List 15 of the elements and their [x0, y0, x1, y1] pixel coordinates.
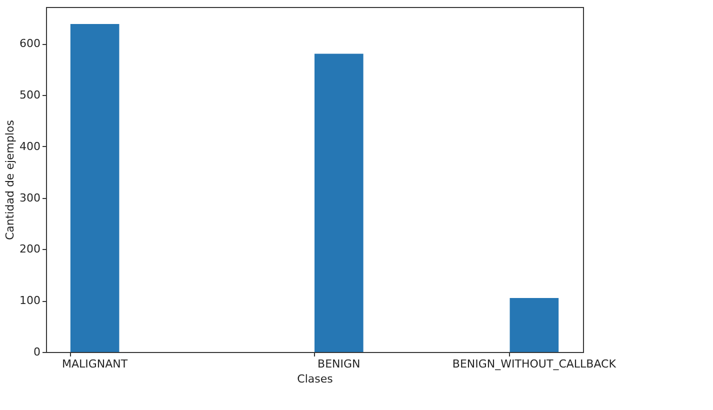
y-tick-label: 400 — [20, 140, 40, 153]
y-tick-label: 0 — [34, 346, 40, 358]
y-tick-label: 100 — [20, 294, 40, 308]
x-axis-title: Clases — [297, 372, 334, 386]
y-tick-label: 600 — [20, 37, 40, 50]
bar — [510, 298, 559, 352]
x-tick-label: MALIGNANT — [62, 358, 128, 370]
y-tick-label: 500 — [20, 88, 40, 102]
bar — [70, 24, 120, 352]
y-axis-title: Cantidad de ejemplos — [4, 120, 17, 240]
x-tick-label: BENIGN — [318, 358, 360, 370]
bar — [314, 54, 364, 352]
y-tick-label: 300 — [20, 191, 40, 204]
x-tick-label: BENIGN_WITHOUT_CALLBACK — [452, 358, 617, 370]
y-tick-label: 200 — [20, 242, 40, 256]
